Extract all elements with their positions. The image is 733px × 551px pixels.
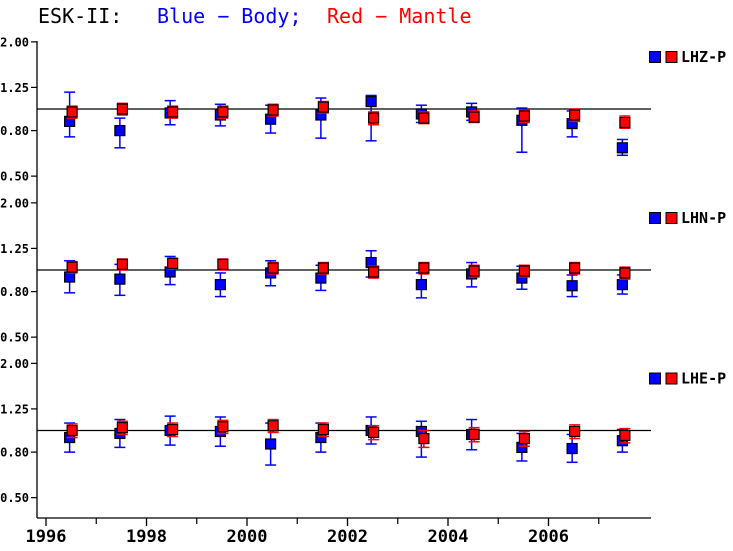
data-point-mantle bbox=[317, 423, 329, 436]
legend-mantle-swatch bbox=[665, 212, 678, 224]
y-tick-label: 0.50 bbox=[0, 331, 29, 345]
y-tick-label: 2.00 bbox=[0, 357, 29, 371]
data-point-mantle bbox=[167, 106, 179, 118]
data-point-mantle bbox=[116, 422, 128, 434]
data-point-mantle bbox=[66, 424, 78, 437]
panel-LHE-P: 2.00 1.25 0.80 0.50 LHE-P bbox=[0, 357, 726, 505]
data-point-mantle bbox=[468, 111, 480, 123]
data-point-mantle bbox=[418, 112, 430, 124]
legend-mantle-swatch bbox=[665, 51, 678, 63]
data-point-mantle bbox=[569, 262, 581, 274]
data-point-mantle bbox=[217, 258, 229, 270]
data-point-mantle bbox=[418, 262, 430, 274]
data-point-mantle bbox=[317, 101, 329, 113]
y-tick-label: 0.80 bbox=[0, 124, 29, 138]
data-point-body bbox=[415, 279, 427, 291]
station-label: ESK-II: bbox=[38, 4, 123, 28]
data-point-mantle bbox=[66, 261, 78, 273]
x-tick-label: 2002 bbox=[327, 527, 368, 547]
data-point-mantle bbox=[167, 257, 179, 270]
data-point-body bbox=[114, 125, 126, 137]
x-tick-label: 1998 bbox=[126, 527, 167, 547]
legend-body-swatch bbox=[649, 212, 661, 224]
legend-label: LHN-P bbox=[681, 209, 726, 227]
data-point-mantle bbox=[518, 110, 530, 122]
data-point-body bbox=[566, 442, 578, 455]
data-point-mantle bbox=[468, 428, 480, 441]
data-point-body bbox=[566, 280, 578, 292]
data-point-mantle bbox=[569, 425, 581, 438]
data-point-body bbox=[616, 142, 628, 154]
y-tick-label: 0.50 bbox=[0, 170, 29, 184]
panel-LHZ-P: 2.00 1.25 0.80 0.50 LHZ-P bbox=[0, 35, 726, 183]
data-point-mantle bbox=[267, 104, 279, 116]
data-point-mantle bbox=[267, 262, 279, 274]
y-tick-label: 1.25 bbox=[0, 81, 29, 95]
data-point-body bbox=[265, 438, 277, 450]
data-point-mantle bbox=[619, 116, 631, 129]
y-tick-label: 2.00 bbox=[0, 196, 29, 210]
body-series-title-label: Blue − Body; bbox=[157, 4, 302, 28]
legend-label: LHE-P bbox=[681, 370, 726, 388]
y-tick-label: 0.50 bbox=[0, 491, 29, 505]
data-point-mantle bbox=[518, 432, 530, 445]
data-point-mantle bbox=[317, 262, 329, 274]
x-tick-label: 2004 bbox=[428, 527, 469, 547]
data-point-mantle bbox=[217, 106, 229, 118]
y-tick-label: 0.80 bbox=[0, 285, 29, 299]
x-tick-label: 2000 bbox=[227, 527, 268, 547]
y-tick-label: 2.00 bbox=[0, 35, 29, 49]
data-point-mantle bbox=[619, 267, 631, 279]
mantle-series-title-label: Red − Mantle bbox=[327, 4, 472, 28]
data-point-mantle bbox=[368, 112, 380, 124]
data-point-mantle bbox=[116, 103, 128, 115]
data-point-body bbox=[616, 279, 628, 291]
data-point-mantle bbox=[167, 423, 179, 436]
data-point-mantle bbox=[468, 265, 480, 277]
x-tick-label: 2006 bbox=[528, 527, 569, 547]
data-point-mantle bbox=[569, 109, 581, 121]
data-point-mantle bbox=[217, 421, 229, 433]
x-tick-label: 1996 bbox=[26, 527, 67, 547]
data-point-mantle bbox=[116, 258, 128, 270]
y-tick-label: 1.25 bbox=[0, 242, 29, 256]
data-point-mantle bbox=[418, 432, 430, 445]
legend-mantle-swatch bbox=[665, 372, 678, 385]
panel-LHN-P: 2.00 1.25 0.80 0.50 LHN-P bbox=[0, 196, 726, 344]
data-point-body bbox=[365, 95, 377, 108]
data-point-mantle bbox=[518, 265, 530, 277]
legend-label: LHZ-P bbox=[681, 48, 726, 66]
data-point-mantle bbox=[267, 420, 279, 432]
data-point-mantle bbox=[368, 266, 380, 278]
data-point-mantle bbox=[619, 429, 631, 442]
data-point-body bbox=[114, 273, 126, 285]
data-point-body bbox=[214, 279, 226, 291]
legend-body-swatch bbox=[649, 51, 661, 63]
y-tick-label: 1.25 bbox=[0, 402, 29, 416]
data-point-mantle bbox=[368, 426, 380, 439]
data-point-mantle bbox=[66, 106, 78, 118]
y-tick-label: 0.80 bbox=[0, 446, 29, 460]
legend-body-swatch bbox=[649, 372, 661, 385]
